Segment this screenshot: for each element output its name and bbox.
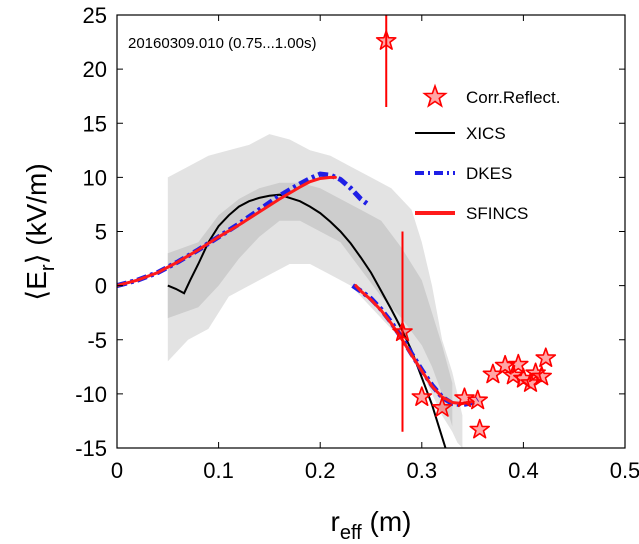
corr-reflect-point bbox=[531, 365, 552, 386]
x-tick-label: 0.4 bbox=[508, 458, 539, 483]
y-axis-title-left: ⟨E bbox=[21, 271, 52, 301]
series-line-sfincs-outer bbox=[354, 284, 475, 406]
legend-marker-corr-reflect bbox=[422, 83, 448, 108]
y-tick-label: 25 bbox=[83, 3, 107, 28]
y-tick-label: -5 bbox=[87, 328, 107, 353]
x-axis-title-unit: (m) bbox=[362, 506, 412, 537]
y-axis-title-right: ⟩ (kV/m) bbox=[21, 163, 52, 264]
x-axis-title-main: r bbox=[331, 506, 340, 537]
corr-reflect-point bbox=[469, 418, 490, 439]
x-tick-label: 0.5 bbox=[610, 458, 639, 483]
y-tick-label: 15 bbox=[83, 111, 107, 136]
annotation-label: 20160309.010 (0.75...1.00s) bbox=[128, 35, 316, 52]
x-axis-title-sub: eff bbox=[340, 522, 362, 544]
legend-label-xics: XICS bbox=[466, 124, 506, 143]
series-line-sfincs-inner bbox=[117, 175, 337, 288]
corr-reflect-point bbox=[392, 321, 413, 342]
x-axis: 0 0.1 0.2 0.3 0.4 0.5 bbox=[111, 15, 639, 483]
y-axis-title: ⟨Er⟩ (kV/m) bbox=[21, 163, 59, 300]
y-tick-label: 10 bbox=[83, 165, 107, 190]
y-tick-label: -15 bbox=[75, 436, 107, 461]
corr-reflect-point bbox=[508, 353, 529, 374]
legend-label-corr-reflect: Corr.Reflect. bbox=[466, 88, 560, 107]
y-tick-label: 5 bbox=[95, 220, 107, 245]
corr-reflect-point bbox=[411, 386, 433, 406]
corr-reflect-point bbox=[375, 30, 397, 50]
errorbars bbox=[385, 15, 404, 432]
corr-reflect-points bbox=[375, 30, 557, 439]
y-tick-label: -10 bbox=[75, 382, 107, 407]
band-inner bbox=[167, 182, 453, 427]
x-tick-label: 0.2 bbox=[305, 458, 336, 483]
y-tick-label: 0 bbox=[95, 274, 107, 299]
y-axis-title-sub: r bbox=[37, 264, 59, 271]
corr-reflect-point bbox=[535, 347, 557, 367]
x-tick-label: 0.3 bbox=[407, 458, 438, 483]
corr-reflect-point bbox=[431, 397, 453, 417]
legend: Corr.Reflect. XICS DKES SFINCS bbox=[415, 83, 560, 223]
confidence-bands bbox=[167, 134, 463, 448]
corr-reflect-point bbox=[454, 387, 475, 408]
y-tick-label: 20 bbox=[83, 57, 107, 82]
x-axis-title: reff (m) bbox=[331, 506, 412, 544]
legend-label-sfincs: SFINCS bbox=[466, 204, 528, 223]
corr-reflect-point bbox=[494, 354, 516, 375]
corr-reflect-point bbox=[502, 364, 524, 385]
x-tick-label: 0 bbox=[111, 458, 123, 483]
legend-label-dkes: DKES bbox=[466, 164, 512, 183]
x-tick-label: 0.1 bbox=[203, 458, 234, 483]
y-axis: -15 -10 -5 0 5 10 15 20 25 bbox=[75, 3, 625, 461]
corr-reflect-point bbox=[467, 389, 488, 410]
